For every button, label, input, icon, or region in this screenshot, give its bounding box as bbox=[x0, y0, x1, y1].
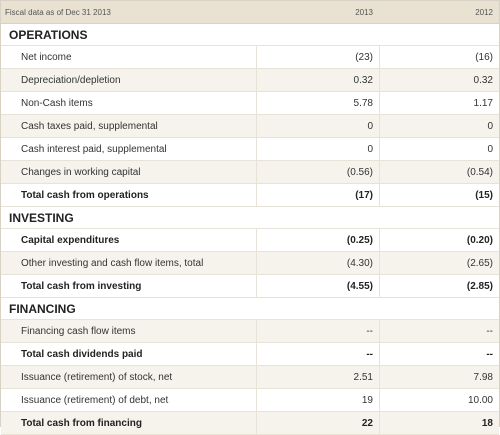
row-value-2013: (4.55) bbox=[256, 275, 379, 297]
row-value-2013: 2.51 bbox=[256, 366, 379, 388]
row-value-2013: 22 bbox=[256, 412, 379, 434]
row-value-2013: 0 bbox=[256, 138, 379, 160]
table-row-net-income: Net income (23) (16) bbox=[1, 46, 499, 69]
row-value-2012: (16) bbox=[379, 46, 499, 68]
row-value-2013: -- bbox=[256, 343, 379, 365]
fiscal-date-label: Fiscal data as of Dec 31 2013 bbox=[5, 7, 111, 17]
table-row-total-financing: Total cash from financing 22 18 bbox=[1, 412, 499, 435]
row-value-2013: (17) bbox=[256, 184, 379, 206]
table-row-stock-issuance: Issuance (retirement) of stock, net 2.51… bbox=[1, 366, 499, 389]
table-row-non-cash-items: Non-Cash items 5.78 1.17 bbox=[1, 92, 499, 115]
row-value-2013: 19 bbox=[256, 389, 379, 411]
table-row-debt-issuance: Issuance (retirement) of debt, net 19 10… bbox=[1, 389, 499, 412]
row-value-2013: 0.32 bbox=[256, 69, 379, 91]
row-label: Changes in working capital bbox=[21, 166, 141, 178]
row-value-2012: 0 bbox=[379, 115, 499, 137]
row-value-2012: -- bbox=[379, 343, 499, 365]
row-label: Issuance (retirement) of stock, net bbox=[21, 371, 173, 383]
row-value-2013: (23) bbox=[256, 46, 379, 68]
section-title-investing: INVESTING bbox=[1, 207, 499, 229]
table-row-total-investing: Total cash from investing (4.55) (2.85) bbox=[1, 275, 499, 298]
row-value-2013: (0.56) bbox=[256, 161, 379, 183]
row-label: Net income bbox=[21, 51, 72, 63]
row-value-2013: (0.25) bbox=[256, 229, 379, 251]
row-value-2013: -- bbox=[256, 320, 379, 342]
section-title-operations: OPERATIONS bbox=[1, 24, 499, 46]
row-value-2012: 18 bbox=[379, 412, 499, 434]
row-value-2012: 1.17 bbox=[379, 92, 499, 114]
row-value-2013: (4.30) bbox=[256, 252, 379, 274]
row-label: Total cash from operations bbox=[21, 189, 149, 201]
row-value-2013: 0 bbox=[256, 115, 379, 137]
row-value-2012: (0.54) bbox=[379, 161, 499, 183]
row-label: Cash taxes paid, supplemental bbox=[21, 120, 158, 132]
table-row-depreciation: Depreciation/depletion 0.32 0.32 bbox=[1, 69, 499, 92]
row-value-2012: (0.20) bbox=[379, 229, 499, 251]
row-value-2012: -- bbox=[379, 320, 499, 342]
table-row-financing-items: Financing cash flow items -- -- bbox=[1, 320, 499, 343]
row-label: Total cash from financing bbox=[21, 417, 142, 429]
row-label: Cash interest paid, supplemental bbox=[21, 143, 167, 155]
row-label: Depreciation/depletion bbox=[21, 74, 121, 86]
row-label: Capital expenditures bbox=[21, 234, 120, 246]
column-header-2012: 2012 bbox=[475, 7, 493, 17]
table-row-cash-interest: Cash interest paid, supplemental 0 0 bbox=[1, 138, 499, 161]
table-row-cash-taxes: Cash taxes paid, supplemental 0 0 bbox=[1, 115, 499, 138]
row-value-2012: 0.32 bbox=[379, 69, 499, 91]
row-value-2012: 0 bbox=[379, 138, 499, 160]
section-title-financing: FINANCING bbox=[1, 298, 499, 320]
row-value-2012: (2.65) bbox=[379, 252, 499, 274]
row-label: Total cash dividends paid bbox=[21, 348, 143, 360]
column-header-2013: 2013 bbox=[355, 7, 373, 17]
row-label: Financing cash flow items bbox=[21, 325, 136, 337]
row-label: Issuance (retirement) of debt, net bbox=[21, 394, 169, 406]
row-label: Other investing and cash flow items, tot… bbox=[21, 257, 204, 269]
row-label: Non-Cash items bbox=[21, 97, 93, 109]
table-row-capex: Capital expenditures (0.25) (0.20) bbox=[1, 229, 499, 252]
row-value-2012: (15) bbox=[379, 184, 499, 206]
table-header: Fiscal data as of Dec 31 2013 2013 2012 bbox=[1, 1, 499, 24]
table-row-total-operations: Total cash from operations (17) (15) bbox=[1, 184, 499, 207]
table-row-other-investing: Other investing and cash flow items, tot… bbox=[1, 252, 499, 275]
row-value-2013: 5.78 bbox=[256, 92, 379, 114]
row-value-2012: 7.98 bbox=[379, 366, 499, 388]
table-row-dividends: Total cash dividends paid -- -- bbox=[1, 343, 499, 366]
row-label: Total cash from investing bbox=[21, 280, 142, 292]
row-value-2012: 10.00 bbox=[379, 389, 499, 411]
row-value-2012: (2.85) bbox=[379, 275, 499, 297]
table-row-working-capital: Changes in working capital (0.56) (0.54) bbox=[1, 161, 499, 184]
